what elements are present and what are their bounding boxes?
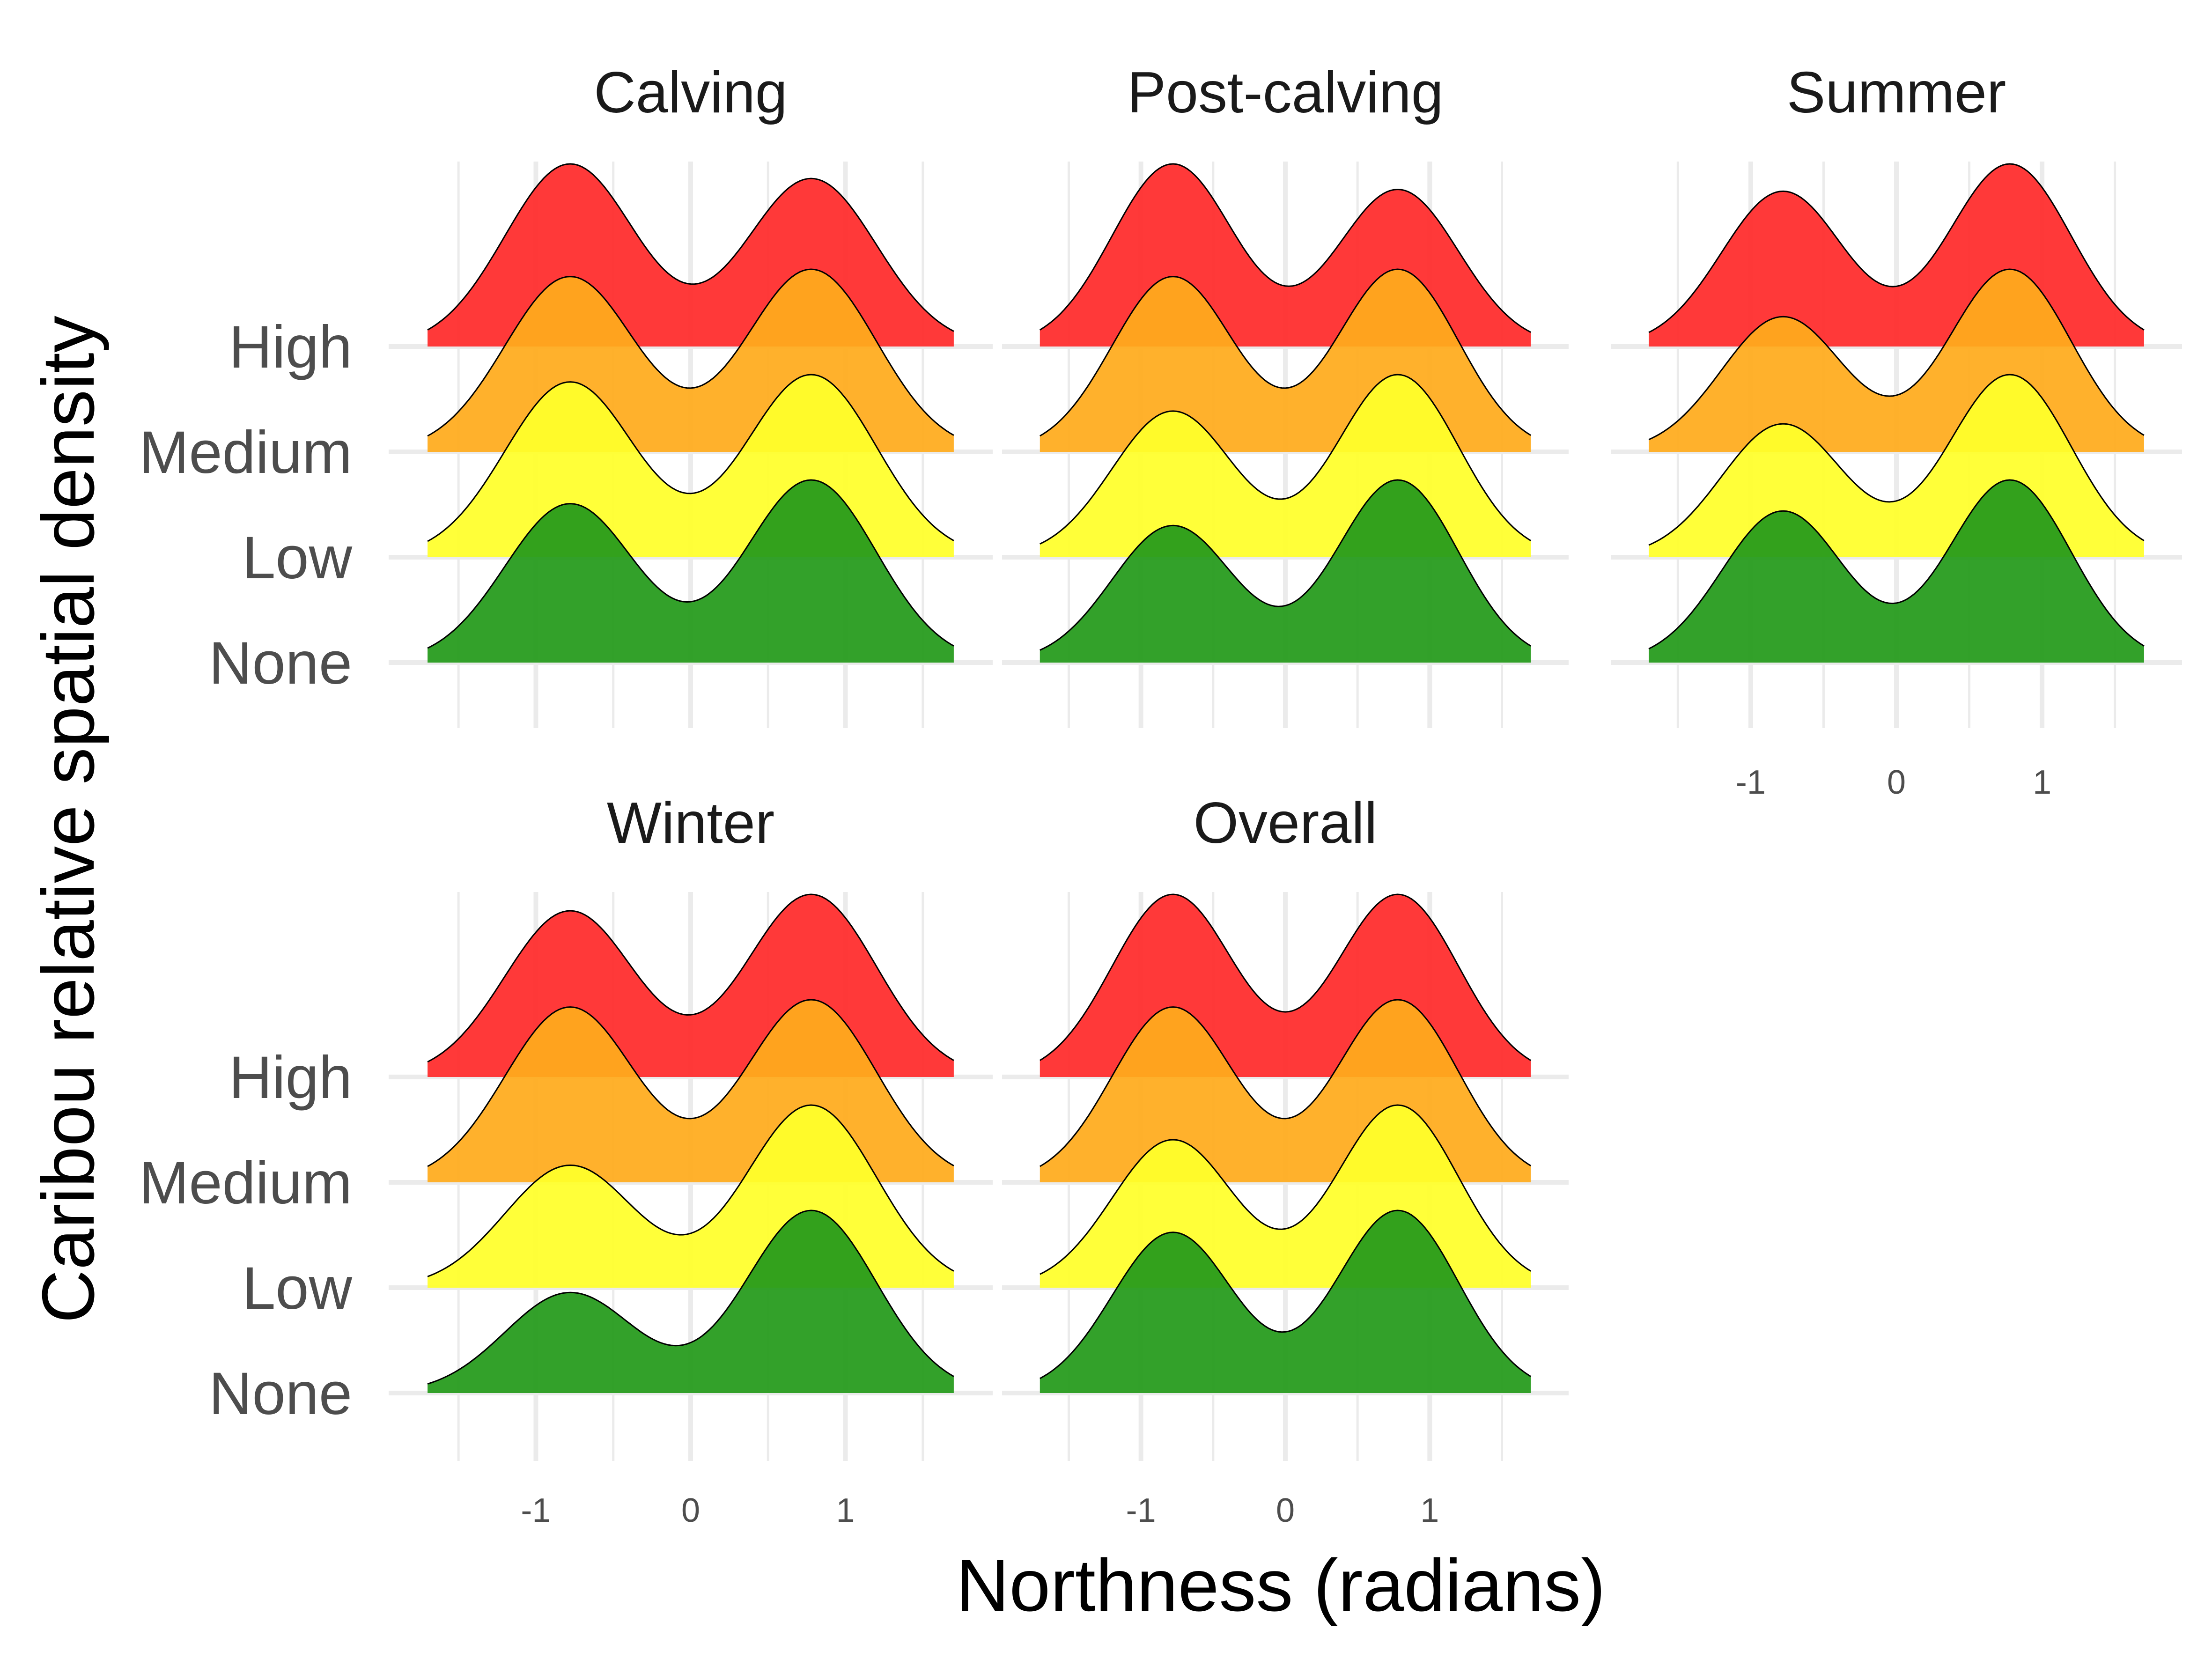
x-axis-title: Northness (radians): [956, 1544, 1605, 1627]
panel-summer: Summer -1 0 1: [1611, 60, 2182, 801]
x-tick-label: 0: [1887, 764, 1906, 801]
y-tick-label: Medium: [139, 419, 352, 486]
ridge-outline-medium: [1648, 268, 2145, 441]
ridge-none: [1040, 479, 1531, 663]
panel-winter: Winter None Low Medium High -1 0 1: [139, 791, 993, 1529]
y-tick-label: High: [229, 1044, 352, 1111]
panel-calving: Calving None Low Medium High: [139, 60, 993, 728]
ridges: [427, 893, 954, 1393]
y-axis-title: Caribou relative spatial density: [27, 316, 110, 1323]
panel-title: Summer: [1787, 60, 2006, 125]
x-tick-label: 1: [2033, 764, 2051, 801]
panel-title: Calving: [594, 60, 788, 125]
y-tick-label: High: [229, 314, 352, 381]
ridge-outline-high: [1040, 163, 1531, 333]
ridge-none: [1648, 479, 2145, 663]
ridge-outline-medium: [427, 268, 954, 437]
ridge-area-none: [428, 1210, 954, 1393]
y-tick-label: None: [209, 1360, 352, 1427]
ridge-outline-low: [427, 374, 954, 542]
ridge-outline-low: [1040, 374, 1531, 545]
ridges: [1040, 893, 1531, 1393]
ridge-outline-none: [427, 1209, 954, 1385]
ridge-outline-high: [1040, 893, 1531, 1061]
y-tick-label: Medium: [139, 1150, 352, 1217]
x-tick-label: 1: [1420, 1492, 1439, 1529]
panels: Calving None Low Medium High Post-calving Summ…: [139, 60, 2182, 1529]
ridge-outline-none: [1040, 479, 1531, 651]
y-tick-label: None: [209, 630, 352, 697]
ridges: [427, 163, 954, 663]
ridge-outline-none: [1040, 1209, 1531, 1379]
x-tick-label: -1: [1736, 764, 1766, 801]
ridge-area-none: [1649, 480, 2144, 663]
ridge-outline-low: [427, 1104, 954, 1277]
x-tick-label: 1: [836, 1492, 855, 1529]
ridge-outline-high: [1648, 163, 2145, 333]
ridge-outline-medium: [427, 999, 954, 1167]
ridge-area-none: [428, 480, 954, 663]
panel-title: Post-calving: [1127, 60, 1443, 125]
ridges: [1648, 163, 2145, 663]
panel-title: Overall: [1194, 791, 1378, 855]
ridge-outline-low: [1040, 1104, 1531, 1275]
x-tick-label: 0: [1276, 1492, 1295, 1529]
ridge-none: [427, 479, 954, 663]
ridge-outline-low: [1648, 374, 2145, 546]
panel-overall: Overall -1 0 1: [1002, 791, 1569, 1529]
ridge-outline-none: [427, 479, 954, 649]
ridges: [1040, 163, 1531, 663]
y-tick-label: Low: [242, 1255, 352, 1322]
ridge-outline-medium: [1040, 268, 1531, 437]
ridge-none: [1040, 1209, 1531, 1393]
ridge-none: [427, 1209, 954, 1393]
ridge-outline-none: [1648, 479, 2145, 649]
x-tick-label: 0: [681, 1492, 700, 1529]
x-tick-label: -1: [521, 1492, 551, 1529]
x-tick-label: -1: [1126, 1492, 1156, 1529]
y-tick-label: Low: [242, 524, 352, 591]
ridge-area-none: [1040, 1210, 1531, 1393]
panel-post-calving: Post-calving: [1002, 60, 1569, 728]
ridge-outline-high: [427, 893, 954, 1063]
ridge-area-none: [1040, 480, 1531, 663]
panel-title: Winter: [607, 791, 774, 855]
ridge-outline-high: [427, 163, 954, 332]
ridge-outline-medium: [1040, 999, 1531, 1167]
